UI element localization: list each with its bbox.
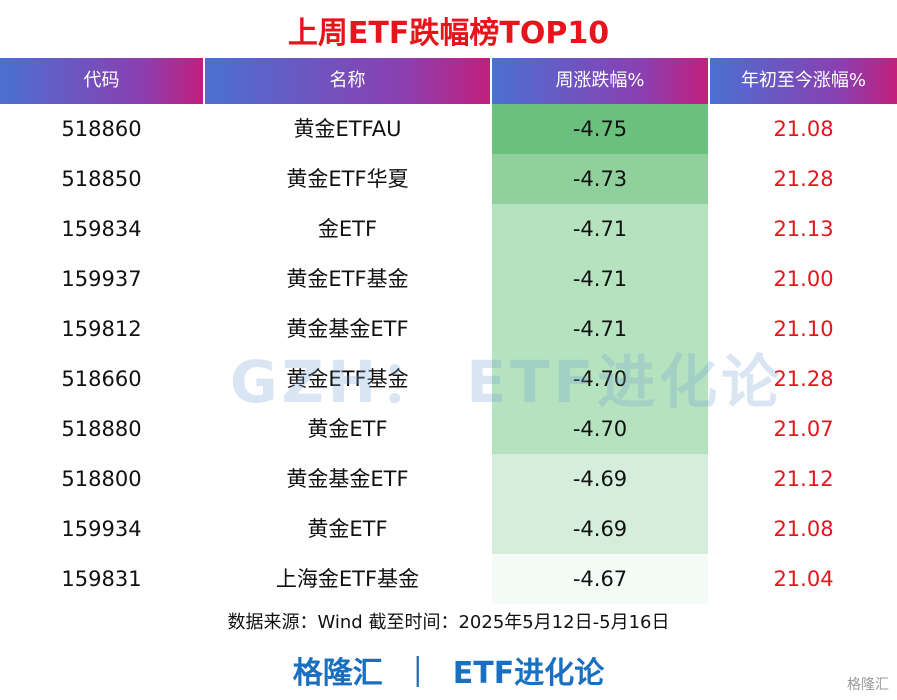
table-cell: -4.67 (492, 554, 708, 604)
table-cell: 21.13 (773, 217, 834, 241)
table-cell: -4.71 (492, 204, 708, 254)
table-cell: -4.69 (492, 504, 708, 554)
table-cell: 21.00 (773, 267, 834, 291)
table-row: 518880 黄金ETF -4.70 21.07 (0, 404, 897, 454)
table-cell: -4.70 (492, 354, 708, 404)
table-row: 518860 黄金ETFAU -4.75 21.08 (0, 104, 897, 154)
table-cell: 黄金ETF (307, 417, 388, 441)
header-cell: 名称 (205, 58, 490, 104)
separator: ｜ (402, 656, 433, 691)
table-cell: 金ETF (317, 217, 378, 241)
table-cell: 159812 (61, 317, 142, 341)
table-cell: 159834 (61, 217, 142, 241)
table-cell: 518850 (61, 167, 142, 191)
table-row: 159934 黄金ETF -4.69 21.08 (0, 504, 897, 554)
table-row: 159831 上海金ETF基金 -4.67 21.04 (0, 554, 897, 604)
table-cell: 黄金ETF (307, 517, 388, 541)
table-cell: 518860 (61, 117, 142, 141)
table-cell: 黄金ETF基金 (286, 267, 409, 291)
table-cell: 518880 (61, 417, 142, 441)
table-cell: 黄金ETF基金 (286, 367, 409, 391)
account: ETF进化论 (452, 656, 605, 691)
table-cell: 21.10 (773, 317, 834, 341)
footer: 格隆汇 ｜ ETF进化论 (0, 648, 897, 692)
table-cell: 518800 (61, 467, 142, 491)
table-row: 159812 黄金基金ETF -4.71 21.10 (0, 304, 897, 354)
table-cell: -4.69 (492, 454, 708, 504)
table-cell: 上海金ETF基金 (275, 567, 420, 591)
table-cell: 21.04 (773, 567, 834, 591)
table-cell: 21.28 (773, 367, 834, 391)
brand: 格隆汇 (292, 656, 383, 691)
table-cell: 黄金ETF华夏 (286, 167, 409, 191)
title: 上周ETF跌幅榜TOP10 (287, 16, 610, 51)
table-row: 159834 金ETF -4.71 21.13 (0, 204, 897, 254)
table-cell: -4.73 (492, 154, 708, 204)
table-row: 518850 黄金ETF华夏 -4.73 21.28 (0, 154, 897, 204)
table-row: 518660 黄金ETF基金 -4.70 21.28 (0, 354, 897, 404)
table-cell: 黄金ETFAU (293, 117, 402, 141)
header-cell: 代码 (0, 58, 203, 104)
table-cell: 21.12 (773, 467, 834, 491)
table-row: 518800 黄金基金ETF -4.69 21.12 (0, 454, 897, 504)
table-cell: 159831 (61, 567, 142, 591)
table-cell: 21.28 (773, 167, 834, 191)
table-cell: 21.08 (773, 517, 834, 541)
table-cell: 21.07 (773, 417, 834, 441)
table-cell: -4.75 (492, 104, 708, 154)
table-cell: 黄金基金ETF (286, 317, 409, 341)
source-note: 数据来源：Wind 截至时间：2025年5月12日-5月16日 (227, 612, 670, 633)
watermark: GZH： ETF进化论 (230, 348, 784, 416)
header-cell: 年初至今涨幅% (710, 58, 897, 104)
table-cell: -4.70 (492, 404, 708, 454)
table-cell: 黄金基金ETF (286, 467, 409, 491)
table-cell: -4.71 (492, 254, 708, 304)
table-cell: 159934 (61, 517, 142, 541)
header-cell: 周涨跌幅% (492, 58, 708, 104)
table-cell: -4.71 (492, 304, 708, 354)
table-cell: 159937 (61, 267, 142, 291)
header-row: 代码 名称 周涨跌幅% 年初至今涨幅% (0, 58, 897, 108)
table-row: 159937 黄金ETF基金 -4.71 21.00 (0, 254, 897, 304)
table-cell: 518660 (61, 367, 142, 391)
logo: 格隆汇 (847, 677, 889, 693)
table-cell: 21.08 (773, 117, 834, 141)
